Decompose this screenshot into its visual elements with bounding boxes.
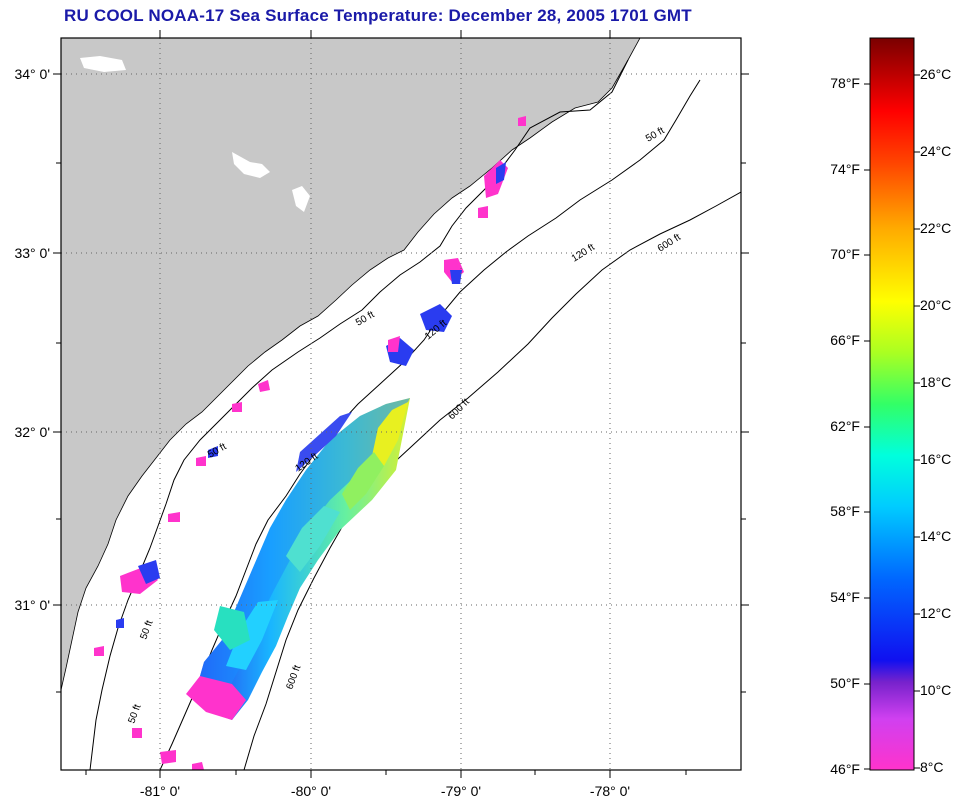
colorbar-c-label: 24°C <box>920 143 952 159</box>
map-frame <box>60 37 742 771</box>
lon-label: -79° 0' <box>440 783 482 799</box>
lake <box>80 56 126 72</box>
colorbar-c-label: 14°C <box>920 528 952 544</box>
colorbar-f-label: 78°F <box>830 75 860 91</box>
colorbar-c-label: 8°C <box>920 759 944 775</box>
colorbar-f-label: 50°F <box>830 675 860 691</box>
lat-label: 31° 0' <box>14 597 50 613</box>
lat-label: 32° 0' <box>14 424 50 440</box>
colorbar-f-label: 58°F <box>830 503 860 519</box>
lat-label: 34° 0' <box>14 66 50 82</box>
colorbar-c-label: 12°C <box>920 605 952 621</box>
colorbar-c-label: 20°C <box>920 297 952 313</box>
graticule <box>61 38 741 770</box>
colorbar-ticks <box>864 74 920 770</box>
colorbar-f-label: 62°F <box>830 418 860 434</box>
colorbar-f-label: 74°F <box>830 161 860 177</box>
colorbar-f-label: 70°F <box>830 246 860 262</box>
colorbar-c-label: 10°C <box>920 682 952 698</box>
colorbar-f-label: 46°F <box>830 761 860 777</box>
lon-label: -81° 0' <box>139 783 181 799</box>
colorbar-f-label: 54°F <box>830 589 860 605</box>
axis-ticks <box>53 30 749 778</box>
lake <box>232 152 270 178</box>
colorbar-c-label: 22°C <box>920 220 952 236</box>
land-area <box>61 38 641 691</box>
lat-label: 33° 0' <box>14 245 50 261</box>
lon-label: -80° 0' <box>290 783 332 799</box>
colorbar-c-label: 18°C <box>920 374 952 390</box>
colorbar-c-label: 16°C <box>920 451 952 467</box>
colorbar-c-label: 26°C <box>920 66 952 82</box>
page-title: RU COOL NOAA-17 Sea Surface Temperature:… <box>64 6 692 25</box>
lon-label: -78° 0' <box>589 783 631 799</box>
colorbar <box>869 37 915 771</box>
lake <box>292 186 310 212</box>
colorbar-f-label: 66°F <box>830 332 860 348</box>
sst-swath <box>94 116 526 770</box>
